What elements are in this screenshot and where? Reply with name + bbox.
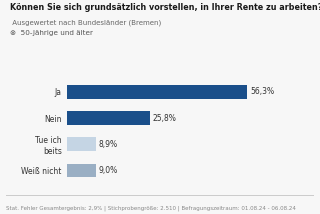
Text: Ausgewertet nach Bundesländer (Bremen): Ausgewertet nach Bundesländer (Bremen): [10, 20, 161, 26]
Bar: [67, 111, 150, 125]
Text: Können Sie sich grundsätzlich vorstellen, in Ihrer Rente zu arbeiten?: Können Sie sich grundsätzlich vorstellen…: [10, 3, 320, 12]
Text: 9,0%: 9,0%: [99, 166, 118, 175]
Bar: [67, 137, 96, 151]
Bar: [67, 164, 96, 177]
Text: Stat. Fehler Gesamtergebnis: 2,9% | Stichprobengröße: 2.510 | Befragungszeitraum: Stat. Fehler Gesamtergebnis: 2,9% | Stic…: [6, 205, 296, 211]
Text: ⊗  50-Jährige und älter: ⊗ 50-Jährige und älter: [10, 30, 92, 36]
Text: 8,9%: 8,9%: [98, 140, 117, 149]
Bar: [67, 85, 247, 99]
Text: 25,8%: 25,8%: [152, 114, 176, 123]
Text: 56,3%: 56,3%: [250, 88, 274, 97]
